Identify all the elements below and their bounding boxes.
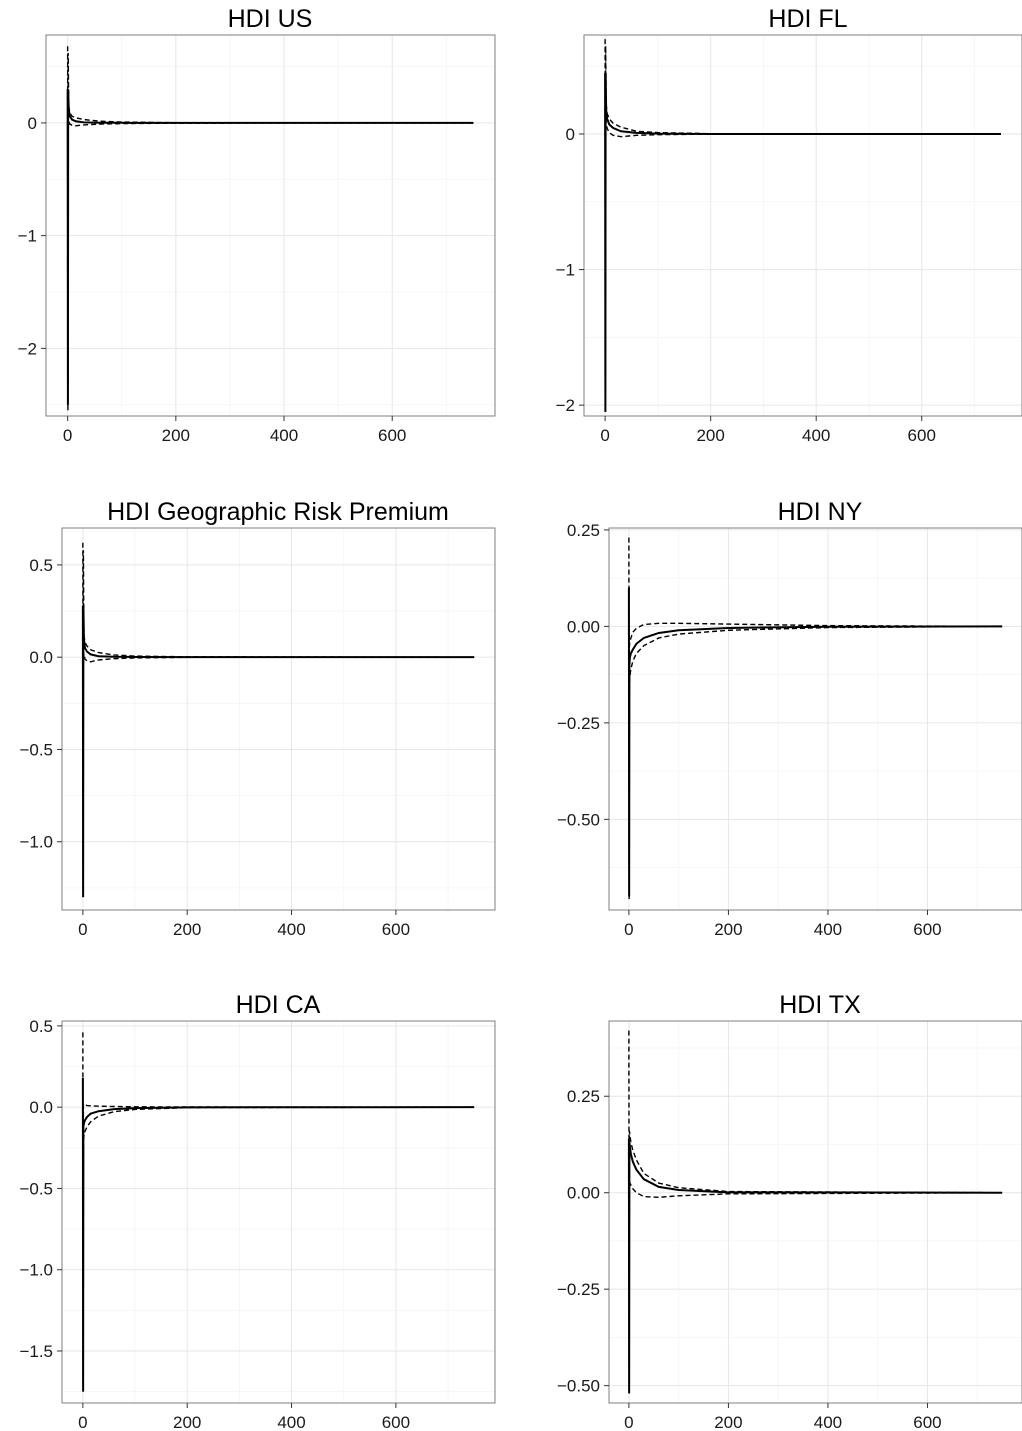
y-tick-label: 0.5 <box>29 1017 53 1036</box>
panel-0: 0 200 400 600 0 −1 −2 HDI US <box>18 5 496 445</box>
x-tick-label: 0 <box>78 920 87 939</box>
x-tick-label: 400 <box>277 1413 305 1431</box>
confidence-band-line <box>628 625 1003 901</box>
y-tick-label: −0.25 <box>557 714 600 733</box>
x-tick-label: 600 <box>382 1413 410 1431</box>
y-tick-label: 0 <box>566 125 575 144</box>
y-tick-label: 0.0 <box>29 648 53 667</box>
y-tick-label: 0.0 <box>29 1098 53 1117</box>
panel-title: HDI FL <box>768 5 847 33</box>
x-tick-label: 600 <box>382 920 410 939</box>
panel-title: HDI US <box>228 5 313 33</box>
x-tick-label: 600 <box>908 426 936 445</box>
panel-frame <box>45 34 496 417</box>
panel-5: 0 200 400 600 0.25 0.00 −0.25 −0.50 HDI TX <box>557 991 1022 1431</box>
x-tick-label: 200 <box>162 426 190 445</box>
x-tick-label: 400 <box>814 920 842 939</box>
y-tick-label: 0.25 <box>567 521 600 540</box>
x-tick-label: 400 <box>802 426 830 445</box>
y-tick-label: −0.25 <box>557 1280 600 1299</box>
y-tick-label: 0.00 <box>567 617 600 636</box>
panel-border <box>608 1020 1022 1404</box>
x-tick-label: 200 <box>173 1413 201 1431</box>
y-tick-label: 0.00 <box>567 1184 600 1203</box>
panel-border <box>608 527 1022 911</box>
panel-border <box>45 34 496 417</box>
x-tick-label: 600 <box>378 426 406 445</box>
x-tick-label: 0 <box>624 920 633 939</box>
confidence-band-line <box>628 1030 1003 1386</box>
y-tick-label: −2 <box>556 396 575 415</box>
x-tick-label: 0 <box>624 1413 633 1431</box>
x-tick-label: 400 <box>270 426 298 445</box>
confidence-band-line <box>66 117 474 411</box>
y-tick-label: −1.5 <box>19 1342 53 1361</box>
x-tick-label: 0 <box>600 426 609 445</box>
confidence-band-line <box>82 1106 475 1392</box>
panel-1: 0 200 400 600 0 −1 −2 HDI FL <box>556 5 1022 445</box>
confidence-band-line <box>66 46 474 400</box>
panel-title: HDI NY <box>778 498 863 526</box>
x-tick-label: 600 <box>913 920 941 939</box>
y-tick-label: −1 <box>556 261 575 280</box>
panel-frame <box>583 34 1022 417</box>
panel-border <box>583 34 1022 417</box>
y-tick-label: −1 <box>18 227 37 246</box>
y-tick-label: −0.5 <box>19 1179 53 1198</box>
y-tick-label: −2 <box>18 339 37 358</box>
panel-3: 0 200 400 600 0.25 0.00 −0.25 −0.50 HDI NY <box>557 498 1022 939</box>
y-tick-label: −0.50 <box>557 1377 600 1396</box>
y-tick-label: 0.5 <box>29 556 53 575</box>
x-tick-label: 0 <box>78 1413 87 1431</box>
y-tick-label: −0.50 <box>557 810 600 829</box>
x-tick-label: 400 <box>814 1413 842 1431</box>
x-tick-label: 400 <box>277 920 305 939</box>
panel-frame <box>608 1020 1022 1404</box>
confidence-band-line <box>628 1173 1003 1394</box>
confidence-band-line <box>82 647 475 898</box>
x-tick-label: 200 <box>696 426 724 445</box>
y-tick-label: −1.0 <box>19 1261 53 1280</box>
confidence-band-line <box>82 1032 475 1387</box>
panel-border <box>61 1020 496 1404</box>
panel-title: HDI CA <box>236 991 321 1019</box>
panel-title: HDI Geographic Risk Premium <box>107 498 449 526</box>
x-tick-label: 600 <box>913 1413 941 1431</box>
x-tick-label: 200 <box>714 920 742 939</box>
confidence-band-line <box>604 39 1001 406</box>
panel-frame <box>61 527 496 911</box>
panel-2: 0 200 400 600 0.5 0.0 −0.5 −1.0 HDI Geographic R… <box>19 498 496 939</box>
panel-frame <box>608 527 1022 911</box>
confidence-band-line <box>604 106 1001 412</box>
y-tick-label: −1.0 <box>19 833 53 852</box>
confidence-band-line <box>82 542 475 888</box>
y-tick-label: −0.5 <box>19 740 53 759</box>
y-tick-label: 0.25 <box>567 1087 600 1106</box>
panel-frame <box>61 1020 496 1404</box>
x-tick-label: 200 <box>714 1413 742 1431</box>
x-tick-label: 200 <box>173 920 201 939</box>
panel-title: HDI TX <box>779 991 861 1019</box>
x-tick-label: 0 <box>63 426 72 445</box>
panel-4: 0 200 400 600 0.5 0.0 −0.5 −1.0 −1.5 HDI CA <box>19 991 496 1431</box>
panel-border <box>61 527 496 911</box>
y-tick-label: 0 <box>28 114 37 133</box>
